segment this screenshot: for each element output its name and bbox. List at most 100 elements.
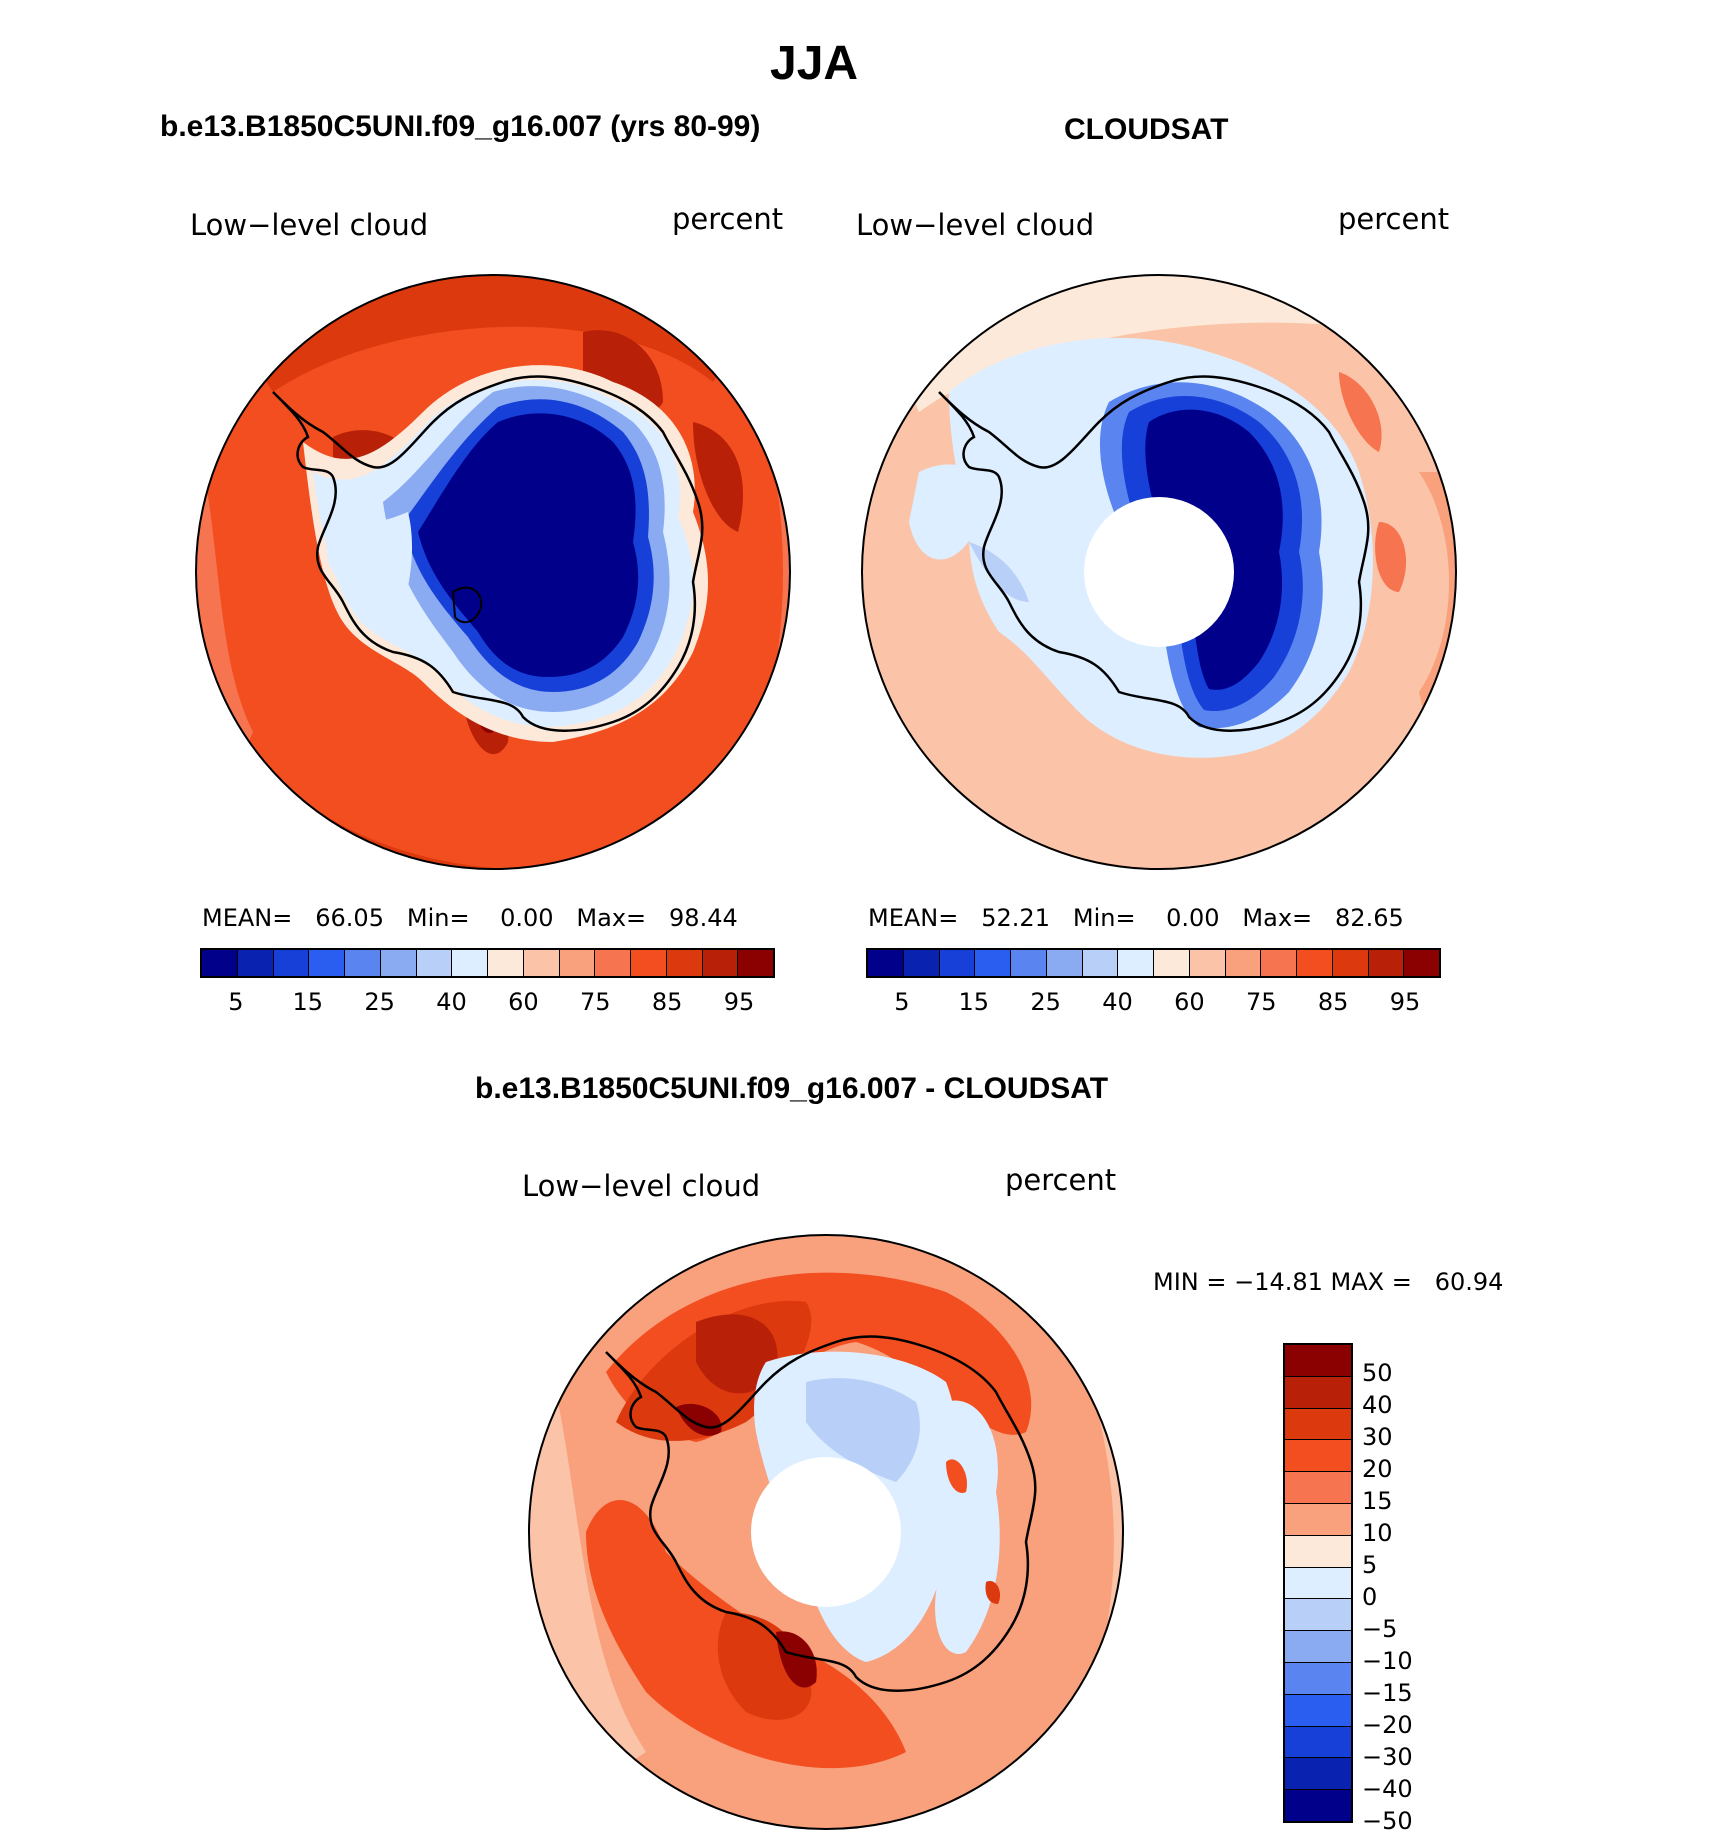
colorbar-tick-label: −5 [1362,1615,1398,1643]
panel2-max-label: Max= [1242,904,1313,932]
panel2-mean-label: MEAN= [868,904,959,932]
colorbar-tick-label: 85 [651,988,683,1016]
colorbar-tick-label: 40 [1102,988,1133,1016]
colorbar-swatch [1154,950,1190,976]
panel2-title: CLOUDSAT [1064,113,1229,146]
colorbar-swatch [452,950,488,976]
panel1-title: b.e13.B1850C5UNI.f09_g16.007 (yrs 80-99) [160,110,761,143]
colorbar-tick-label: 85 [1317,988,1349,1016]
panel1-max: 98.44 [669,904,738,932]
colorbar-swatch [1285,1662,1351,1695]
colorbar-swatch [595,950,631,976]
colorbar-tick-label: 5 [894,988,910,1016]
panel1-min-label: Min= [406,904,470,932]
figure-title: JJA [770,37,859,90]
panel3-title: b.e13.B1850C5UNI.f09_g16.007 - CLOUDSAT [475,1072,1109,1105]
colorbar-swatch [1332,950,1369,976]
colorbar-swatch [1011,950,1047,976]
colorbar-swatch [1046,950,1083,976]
panel1-units: percent [672,202,784,236]
panel1-max-label: Max= [576,904,647,932]
colorbar-swatch [1225,950,1262,976]
colorbar-swatch [202,950,238,976]
colorbar-swatch [1285,1694,1351,1727]
colorbar-swatch [702,950,739,976]
colorbar-tick-label: 75 [580,988,611,1016]
colorbar-swatch [309,950,345,976]
colorbar-swatch [1297,950,1333,976]
colorbar-tick-label: 15 [1362,1487,1393,1515]
panel3-units: percent [1005,1163,1117,1197]
colorbar-tick-label: −40 [1362,1775,1413,1803]
colorbar-tick-label: 40 [1362,1391,1393,1419]
panel1-stats: MEAN= 66.05 Min= 0.00 Max= 98.44 [202,904,738,932]
colorbar-swatch [559,950,596,976]
panel2-mean: 52.21 [981,904,1050,932]
colorbar-tick-label: 60 [1174,988,1205,1016]
panel2-min-label: Min= [1072,904,1136,932]
colorbar-swatch [1285,1631,1351,1663]
colorbar-swatch [416,950,453,976]
colorbar-swatch [1189,950,1226,976]
colorbar-swatch [523,950,560,976]
colorbar-swatch [488,950,524,976]
colorbar-swatch [1285,1345,1351,1377]
panel2-min: 0.00 [1166,904,1220,932]
colorbar-swatch [1261,950,1297,976]
colorbar-tick-label: 25 [1030,988,1061,1016]
colorbar-swatch [345,950,381,976]
panel3-variable: Low−level cloud [522,1169,761,1203]
colorbar-swatch [1368,950,1405,976]
colorbar-model-ticks: 5 15 25 40 60 75 85 95 [200,988,775,1018]
panel2-stats: MEAN= 52.21 Min= 0.00 Max= 82.65 [868,904,1404,932]
colorbar-swatch [380,950,417,976]
colorbar-tick-label: 15 [958,988,990,1016]
colorbar-tick-label: −10 [1362,1647,1413,1675]
colorbar-swatch [1285,1758,1351,1791]
colorbar-swatch [631,950,667,976]
colorbar-tick-label: 95 [1389,988,1421,1016]
colorbar-tick-label: 25 [364,988,395,1016]
panel1-mean: 66.05 [315,904,384,932]
colorbar-swatch [237,950,274,976]
colorbar-difference [1283,1343,1353,1823]
colorbar-tick-label: 10 [1362,1519,1393,1547]
map-cloudsat [861,274,1457,870]
colorbar-swatch [1285,1726,1351,1759]
panel1-variable: Low−level cloud [190,208,429,242]
colorbar-tick-label: 60 [508,988,539,1016]
colorbar-tick-label: 75 [1246,988,1277,1016]
colorbar-tick-label: −15 [1362,1679,1413,1707]
panel2-units: percent [1338,202,1450,236]
colorbar-swatch [1285,1503,1351,1536]
colorbar-tick-label: 15 [292,988,324,1016]
colorbar-swatch [666,950,703,976]
panel3-minmax: MIN = −14.81 MAX = 60.94 [1153,1268,1504,1296]
colorbar-swatch [868,950,904,976]
colorbar-swatch [1285,1440,1351,1473]
colorbar-tick-label: −20 [1362,1711,1413,1739]
panel1-min: 0.00 [500,904,554,932]
colorbar-swatch [1285,1790,1351,1821]
colorbar-cloudsat-ticks: 5 15 25 40 60 75 85 95 [866,988,1441,1018]
colorbar-swatch [738,950,773,976]
colorbar-swatch [273,950,310,976]
colorbar-tick-label: 0 [1362,1583,1378,1611]
map-model [195,274,791,870]
colorbar-swatch [1285,1472,1351,1504]
colorbar-tick-label: 95 [723,988,755,1016]
panel2-max: 82.65 [1335,904,1404,932]
colorbar-tick-label: 50 [1362,1359,1393,1387]
colorbar-swatch [975,950,1011,976]
colorbar-swatch [1285,1599,1351,1632]
colorbar-tick-label: 5 [228,988,244,1016]
colorbar-swatch [939,950,976,976]
colorbar-tick-label: 30 [1362,1423,1393,1451]
colorbar-swatch [1082,950,1119,976]
colorbar-swatch [1404,950,1439,976]
colorbar-swatch [903,950,940,976]
colorbar-swatch [1285,1408,1351,1441]
colorbar-tick-label: −50 [1362,1807,1413,1835]
map-difference [528,1234,1124,1830]
colorbar-model [200,948,775,978]
